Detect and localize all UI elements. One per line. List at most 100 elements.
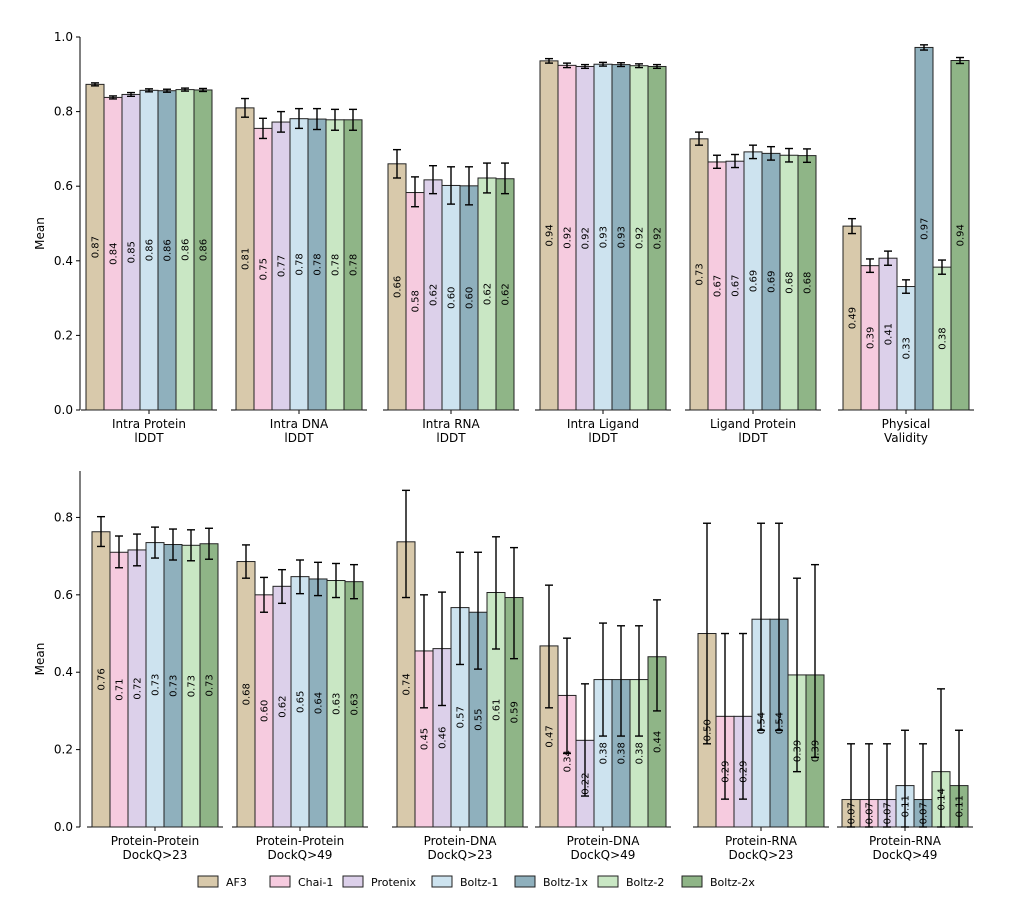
data-label: 0.38 <box>938 327 949 349</box>
bottom-panel: 0.00.20.40.60.8MeanProtein-ProteinDockQ>… <box>33 471 973 862</box>
legend-label: Boltz-2x <box>710 876 755 889</box>
data-label: 0.92 <box>581 227 592 249</box>
data-label: 0.11 <box>901 795 912 817</box>
legend-swatch <box>342 875 364 888</box>
x-tick-label: Ligand Protein <box>710 417 796 431</box>
data-label: 0.44 <box>653 731 664 753</box>
data-label: 0.14 <box>937 788 948 810</box>
data-label: 0.41 <box>884 323 895 345</box>
data-label: 0.29 <box>721 761 732 783</box>
data-label: 0.86 <box>145 239 156 261</box>
data-label: 0.81 <box>241 248 252 270</box>
x-tick-label: Protein-Protein <box>111 834 199 848</box>
x-tick-label: Protein-RNA <box>869 834 942 848</box>
legend-swatch <box>269 875 291 888</box>
y-tick-label: 0.6 <box>54 588 73 602</box>
legend-label: Protenix <box>371 876 417 889</box>
y-tick-label: 0.0 <box>54 820 73 834</box>
legend-label: Boltz-2 <box>626 876 664 889</box>
x-tick-label: Protein-RNA <box>725 834 798 848</box>
legend-swatch <box>514 875 536 888</box>
x-tick-label: Intra Protein <box>112 417 186 431</box>
data-label: 0.71 <box>115 678 126 700</box>
x-tick-label: Validity <box>884 431 928 445</box>
x-tick-label: lDDT <box>436 431 466 445</box>
y-tick-label: 0.4 <box>54 665 73 679</box>
data-label: 0.46 <box>438 727 449 749</box>
data-label: 0.78 <box>313 253 324 275</box>
data-label: 0.38 <box>617 742 628 764</box>
data-label: 0.47 <box>545 725 556 747</box>
legend-swatch <box>597 875 619 888</box>
x-tick-label: Protein-Protein <box>256 834 344 848</box>
data-label: 0.54 <box>775 712 786 734</box>
data-label: 0.45 <box>420 728 431 750</box>
data-label: 0.63 <box>350 693 361 715</box>
x-tick-label: DockQ>23 <box>123 848 188 862</box>
legend-swatch <box>431 875 453 888</box>
data-label: 0.39 <box>866 327 877 349</box>
y-tick-label: 0.0 <box>54 403 73 417</box>
x-tick-label: Intra Ligand <box>567 417 639 431</box>
data-label: 0.64 <box>314 692 325 714</box>
legend-swatch <box>197 875 219 888</box>
x-tick-label: lDDT <box>738 431 768 445</box>
y-tick-label: 0.2 <box>54 743 73 757</box>
legend-label: AF3 <box>226 876 247 889</box>
data-label: 0.07 <box>919 802 930 824</box>
data-label: 0.07 <box>883 802 894 824</box>
x-tick-label: DockQ>49 <box>873 848 938 862</box>
data-label: 0.62 <box>429 284 440 306</box>
data-label: 0.61 <box>492 699 503 721</box>
x-tick-label: lDDT <box>284 431 314 445</box>
data-label: 0.73 <box>169 675 180 697</box>
x-tick-label: DockQ>49 <box>571 848 636 862</box>
data-label: 0.72 <box>133 677 144 699</box>
x-tick-label: Protein-DNA <box>567 834 641 848</box>
x-tick-label: Intra RNA <box>422 417 480 431</box>
data-label: 0.73 <box>187 675 198 697</box>
x-tick-label: lDDT <box>134 431 164 445</box>
data-label: 0.58 <box>411 290 422 312</box>
data-label: 0.68 <box>242 683 253 705</box>
data-label: 0.92 <box>653 227 664 249</box>
data-label: 0.59 <box>510 701 521 723</box>
x-tick-label: Protein-DNA <box>424 834 498 848</box>
data-label: 0.67 <box>731 274 742 296</box>
data-label: 0.07 <box>847 802 858 824</box>
data-label: 0.73 <box>205 674 216 696</box>
x-tick-label: lDDT <box>588 431 618 445</box>
x-tick-label: Intra DNA <box>270 417 329 431</box>
data-label: 0.77 <box>277 255 288 277</box>
y-tick-label: 0.4 <box>54 254 73 268</box>
legend-label: Chai-1 <box>298 876 333 889</box>
y-tick-label: 0.6 <box>54 179 73 193</box>
data-label: 0.39 <box>811 740 822 762</box>
data-label: 0.57 <box>456 706 467 728</box>
data-label: 0.62 <box>483 283 494 305</box>
data-label: 0.68 <box>785 271 796 293</box>
data-label: 0.78 <box>349 254 360 276</box>
y-tick-label: 0.2 <box>54 328 73 342</box>
data-label: 0.11 <box>955 795 966 817</box>
data-label: 0.73 <box>695 263 706 285</box>
data-label: 0.34 <box>563 750 574 772</box>
data-label: 0.68 <box>803 272 814 294</box>
data-label: 0.22 <box>581 773 592 795</box>
data-label: 0.60 <box>260 700 271 722</box>
legend-swatch <box>681 875 703 888</box>
legend: AF3 Chai-1 Protenix Boltz-1 Boltz-1x Boltz-2 B… <box>197 875 755 889</box>
data-label: 0.92 <box>563 227 574 249</box>
data-label: 0.60 <box>447 287 458 309</box>
data-label: 0.78 <box>295 253 306 275</box>
data-label: 0.66 <box>393 276 404 298</box>
y-tick-label: 0.8 <box>54 105 73 119</box>
data-label: 0.60 <box>465 287 476 309</box>
data-label: 0.76 <box>97 668 108 690</box>
data-label: 0.75 <box>259 258 270 280</box>
data-label: 0.54 <box>757 712 768 734</box>
data-label: 0.29 <box>739 761 750 783</box>
data-label: 0.92 <box>635 227 646 249</box>
data-label: 0.33 <box>902 337 913 359</box>
